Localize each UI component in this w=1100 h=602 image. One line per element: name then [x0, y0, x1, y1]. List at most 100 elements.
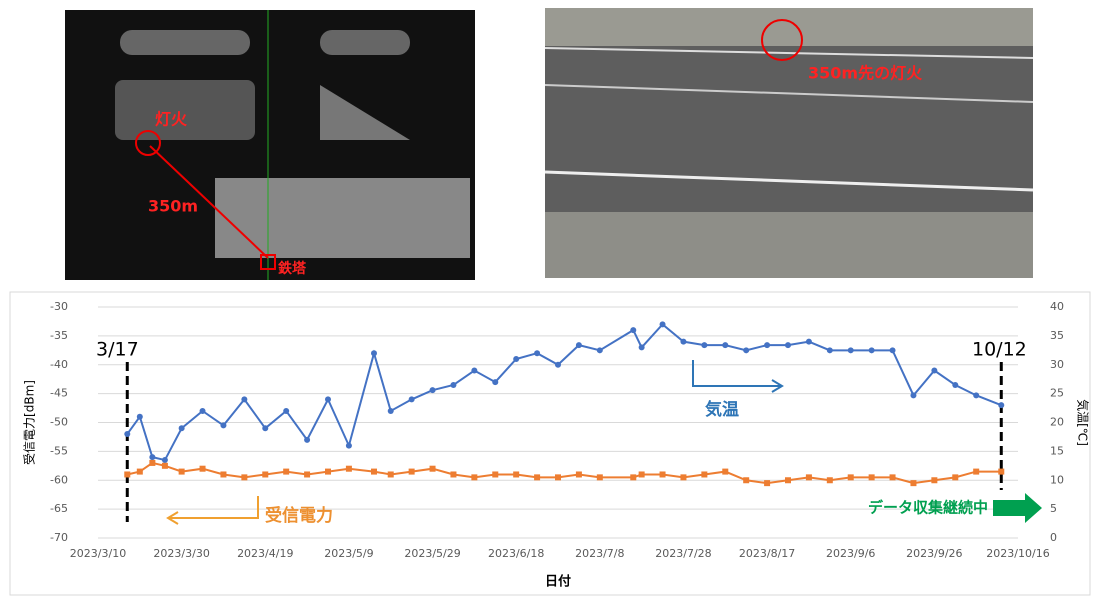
series-annotation: 気温	[704, 399, 739, 420]
point	[149, 454, 156, 461]
point	[345, 465, 352, 472]
y2-tick-label: 25	[1050, 387, 1064, 400]
point	[492, 471, 499, 478]
point	[868, 347, 875, 354]
image-line	[544, 47, 1034, 59]
y-tick-label: -50	[50, 416, 68, 429]
point	[805, 338, 812, 345]
point	[161, 457, 168, 464]
point	[596, 474, 603, 481]
x-tick-label: 2023/8/17	[739, 547, 795, 560]
point	[325, 396, 331, 403]
point	[408, 468, 415, 475]
y2-tick-label: 10	[1050, 473, 1064, 486]
point	[659, 471, 666, 478]
point	[701, 342, 708, 349]
point	[534, 474, 541, 481]
point	[952, 474, 959, 481]
point	[596, 347, 603, 354]
point	[973, 468, 980, 475]
point	[638, 344, 645, 351]
point	[408, 396, 415, 403]
point	[241, 396, 248, 403]
point	[149, 459, 156, 466]
series-annotation: 受信電力	[265, 505, 333, 526]
x-tick-label: 2023/4/19	[237, 547, 293, 560]
point	[429, 465, 436, 472]
image-shape	[320, 85, 410, 140]
temp-callout	[692, 360, 784, 393]
series-line	[127, 461, 1002, 485]
point	[764, 480, 771, 487]
y-axis-title: 受信電力[dBm]	[23, 380, 37, 465]
point	[136, 468, 143, 475]
point	[638, 471, 645, 478]
y-tick-label: -60	[50, 473, 68, 486]
point	[764, 342, 771, 349]
point	[199, 407, 206, 414]
image-line	[544, 170, 1034, 192]
point	[575, 471, 582, 478]
y2-tick-label: 40	[1050, 300, 1064, 313]
image-line	[544, 84, 1034, 103]
chart-frame	[9, 291, 1091, 596]
point	[534, 350, 541, 357]
status-annotation: データ収集継続中	[868, 499, 988, 517]
marker-circle	[761, 19, 803, 61]
point	[931, 367, 938, 374]
point	[178, 468, 185, 475]
point	[722, 342, 729, 349]
point	[826, 477, 833, 484]
point	[659, 321, 666, 328]
point	[387, 471, 394, 478]
point	[325, 468, 331, 475]
point	[805, 474, 812, 481]
point	[952, 381, 959, 388]
point	[178, 425, 185, 432]
image-label: 灯火	[155, 110, 188, 129]
y-tick-label: -40	[50, 358, 68, 371]
point	[283, 468, 290, 475]
point	[513, 355, 520, 362]
point	[555, 474, 561, 481]
point	[161, 462, 168, 469]
x-tick-label: 2023/7/28	[655, 547, 711, 560]
point	[847, 347, 854, 354]
point	[429, 387, 436, 394]
point	[220, 471, 227, 478]
point	[304, 471, 311, 478]
point	[283, 407, 290, 414]
image-shape	[215, 178, 470, 258]
y2-tick-label: 15	[1050, 444, 1064, 457]
image-label: 350m先の灯火	[808, 64, 923, 83]
point	[220, 422, 227, 429]
point	[345, 442, 352, 449]
image-shape	[545, 212, 1033, 278]
y2-tick-label: 30	[1050, 358, 1064, 371]
marker-box	[260, 254, 276, 270]
point	[471, 474, 478, 481]
point	[785, 477, 791, 484]
y-tick-label: -30	[50, 300, 68, 313]
point	[847, 474, 854, 481]
image-shape	[545, 8, 1033, 46]
y2-tick-label: 5	[1050, 502, 1057, 515]
point	[262, 471, 269, 478]
series-line	[126, 322, 1002, 462]
point	[555, 361, 561, 368]
continue-arrow	[993, 493, 1042, 523]
distance-arrow	[149, 145, 269, 259]
point	[973, 392, 980, 399]
point	[124, 431, 131, 438]
x-axis-title: 日付	[545, 574, 571, 590]
point	[910, 392, 917, 399]
y-tick-label: -45	[50, 387, 68, 400]
point	[998, 402, 1005, 409]
x-tick-label: 2023/9/26	[906, 547, 962, 560]
point	[680, 474, 687, 481]
point	[931, 477, 938, 484]
date-annotation: 10/12	[972, 339, 1027, 361]
x-tick-label: 2023/10/16	[986, 547, 1049, 560]
